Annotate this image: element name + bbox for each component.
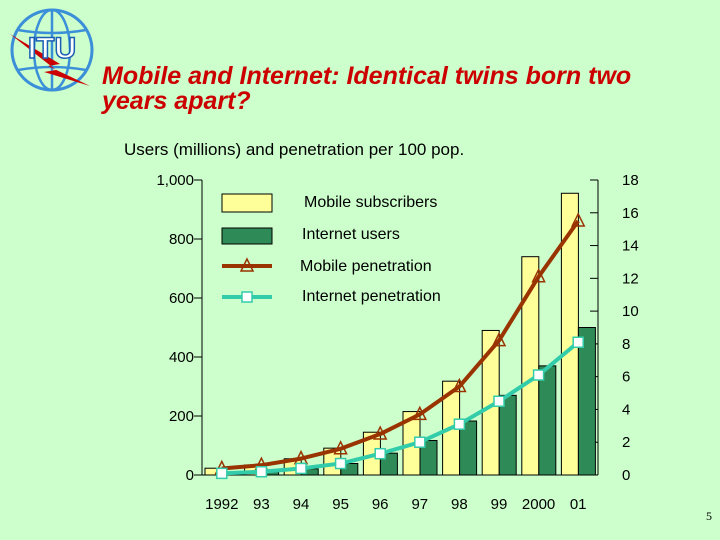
mobile-penetration-point xyxy=(570,212,586,227)
y-right-tick-label: 16 xyxy=(622,205,639,222)
legend: Mobile subscribers Internet users Mobile p… xyxy=(221,193,441,305)
mobile-penetration-line xyxy=(221,219,580,471)
x-tick-label: 96 xyxy=(372,496,389,513)
legend-label-internet-users: Internet users xyxy=(302,226,400,243)
y-right-tick-label: 10 xyxy=(622,303,639,320)
y-left-tick-label: 0 xyxy=(186,467,194,484)
page-number: 5 xyxy=(706,509,712,523)
legend-marker-internet-penetration xyxy=(241,291,253,303)
bar-internet-users xyxy=(577,327,596,476)
bar-internet-users xyxy=(498,394,517,476)
page-title: Mobile and Internet: Identical twins bor… xyxy=(102,64,712,114)
y-left-tick-label: 200 xyxy=(169,408,194,425)
page-title-line-2: years apart? xyxy=(102,87,251,115)
chart-bars xyxy=(204,192,596,476)
y-left-tick-label: 1,000 xyxy=(156,172,194,189)
mobile-penetration-point xyxy=(412,405,428,421)
mobile-penetration-point xyxy=(531,268,546,283)
y-left-tick-label: 600 xyxy=(169,290,194,307)
legend-label-internet-penetration: Internet penetration xyxy=(302,288,441,305)
internet-penetration-point xyxy=(334,457,347,470)
internet-penetration-line xyxy=(221,340,580,476)
mobile-penetration-point xyxy=(491,331,507,347)
x-tick-label: 1992 xyxy=(205,496,238,513)
itu-logo: ITU xyxy=(10,8,94,92)
x-tick-label: 97 xyxy=(411,496,428,513)
chart-lines xyxy=(214,212,586,480)
x-tick-label: 93 xyxy=(253,496,270,513)
y-right-tick-label: 12 xyxy=(622,270,639,287)
y-right-tick-label: 8 xyxy=(622,336,630,353)
mobile-penetration-point xyxy=(452,377,467,393)
x-tick-label: 94 xyxy=(293,496,310,513)
internet-penetration-point xyxy=(374,447,386,460)
chart-axes: 0 200 400 600 800 1,000 0 2 4 6 8 10 12 14 16 18 1992 93 9… xyxy=(156,172,638,513)
internet-penetration-point xyxy=(572,336,584,348)
internet-penetration-point xyxy=(216,467,228,480)
y-right-tick-label: 14 xyxy=(622,238,639,255)
page-title-line-1: Mobile and Internet: Identical twins bor… xyxy=(102,62,632,90)
x-tick-label: 99 xyxy=(491,496,508,513)
y-right-tick-label: 0 xyxy=(622,467,630,484)
lightning-icon xyxy=(10,34,90,86)
mobile-penetration-point xyxy=(372,425,388,440)
internet-penetration-point xyxy=(414,436,426,448)
legend-marker-mobile-penetration xyxy=(239,257,255,272)
y-right-tick-label: 18 xyxy=(622,172,639,189)
legend-label-mobile-subscribers: Mobile subscribers xyxy=(304,194,437,211)
y-right-tick-label: 4 xyxy=(622,401,630,418)
chart-subtitle: Users (millions) and penetration per 100… xyxy=(124,140,465,159)
x-tick-label: 95 xyxy=(332,496,349,513)
internet-penetration-point xyxy=(255,465,268,478)
legend-swatch-mobile-subscribers xyxy=(221,193,273,213)
internet-penetration-point xyxy=(453,418,466,430)
internet-penetration-point xyxy=(295,462,307,475)
y-right-tick-label: 6 xyxy=(622,369,630,386)
legend-label-mobile-penetration: Mobile penetration xyxy=(300,258,432,275)
bar-internet-users xyxy=(419,439,438,476)
y-left-tick-label: 800 xyxy=(169,231,194,248)
logo-text: ITU xyxy=(28,32,76,65)
internet-penetration-point xyxy=(493,395,505,407)
internet-penetration-point xyxy=(532,369,545,381)
mobile-penetration-point xyxy=(333,440,348,455)
legend-swatch-internet-users xyxy=(221,227,273,245)
y-left-tick-label: 400 xyxy=(169,349,194,366)
x-tick-label: 01 xyxy=(570,496,587,513)
bar-internet-users xyxy=(538,365,557,476)
x-tick-label: 98 xyxy=(451,496,468,513)
x-tick-label: 2000 xyxy=(522,496,555,513)
y-right-tick-label: 2 xyxy=(622,434,630,451)
